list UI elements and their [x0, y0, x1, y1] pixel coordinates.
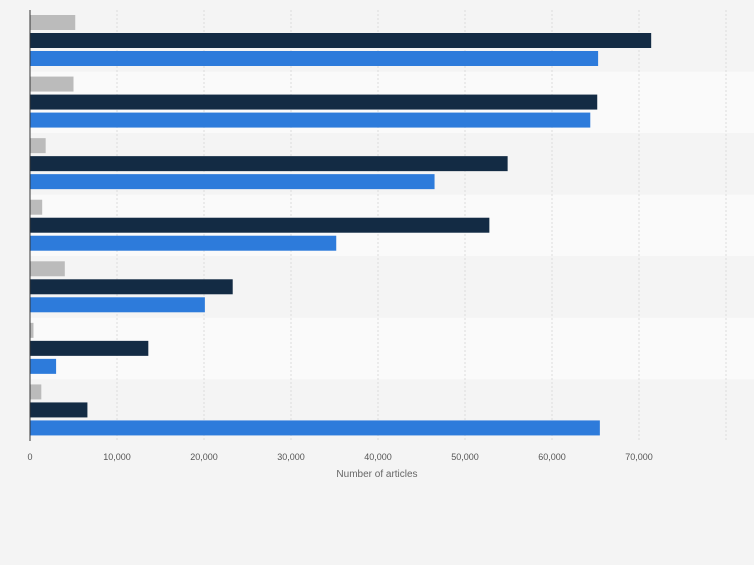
bar	[30, 15, 76, 30]
bar	[30, 217, 490, 233]
x-tick-labels: 0 10,000 20,000 30,000 40,000 50,000 60,000 70,…	[27, 452, 652, 462]
bar	[30, 340, 149, 356]
bar	[30, 420, 600, 436]
x-tick-label: 30,000	[277, 452, 305, 462]
bar	[30, 402, 88, 418]
bar	[30, 76, 74, 92]
bar	[30, 112, 591, 128]
bar	[30, 235, 337, 251]
bar	[30, 94, 598, 110]
x-tick-label: 20,000	[190, 452, 218, 462]
category-band	[30, 317, 754, 380]
bar	[30, 33, 652, 48]
bar	[30, 358, 57, 374]
x-tick-label: 50,000	[451, 452, 479, 462]
bar	[30, 156, 508, 172]
x-tick-label: 70,000	[625, 452, 653, 462]
bar	[30, 384, 42, 400]
x-axis-label: Number of articles	[336, 469, 417, 480]
bar	[30, 51, 599, 66]
bar	[30, 261, 65, 277]
bar	[30, 199, 43, 215]
bar	[30, 138, 46, 154]
bars	[30, 15, 652, 436]
bar	[30, 297, 205, 313]
x-tick-label: 60,000	[538, 452, 566, 462]
bar	[30, 322, 34, 338]
x-tick-label: 0	[27, 452, 32, 462]
bar	[30, 279, 233, 295]
x-tick-label: 10,000	[103, 452, 131, 462]
bar	[30, 174, 435, 190]
x-tick-label: 40,000	[364, 452, 392, 462]
